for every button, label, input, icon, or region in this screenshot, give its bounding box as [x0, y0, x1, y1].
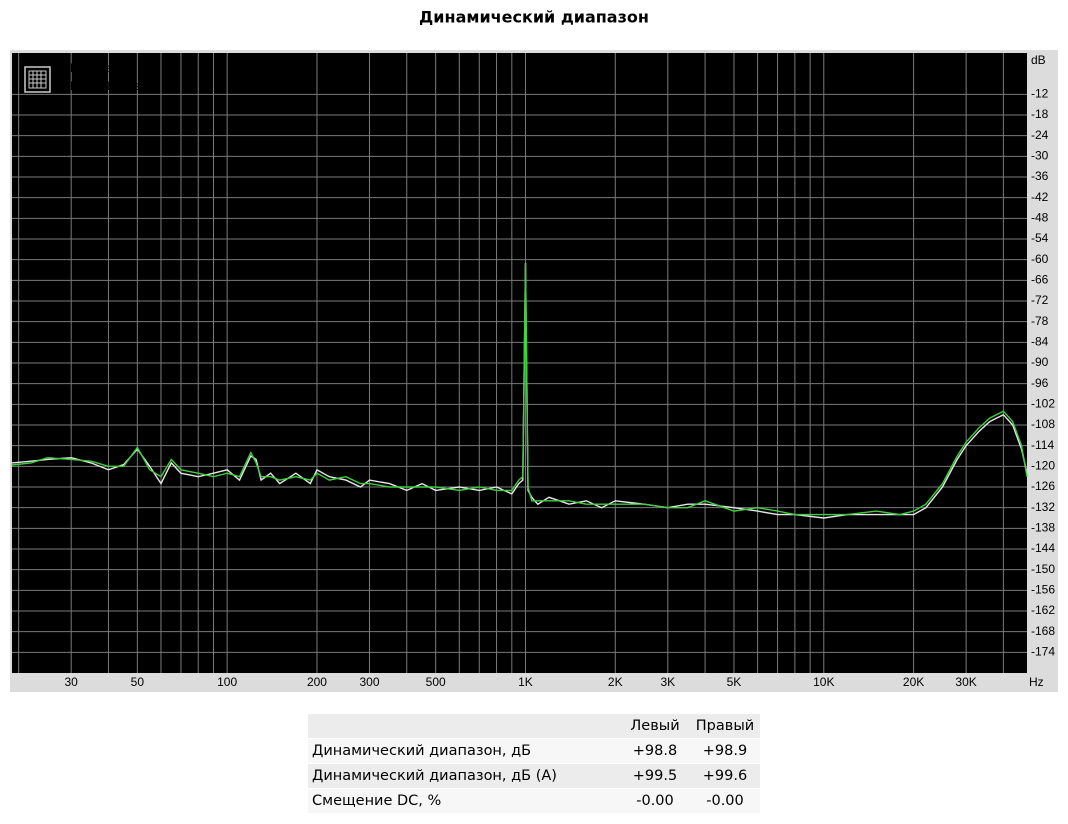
y-tick-label: -48: [1031, 211, 1049, 225]
cell: -0.00: [690, 788, 760, 814]
x-tick-label: 200: [307, 675, 327, 689]
legend-icon: [24, 66, 51, 93]
legend-label: Left channel: [70, 61, 135, 75]
y-tick-label: -102: [1031, 397, 1055, 411]
chart-title: Динамический диапазон: [419, 8, 649, 27]
y-tick-label: -90: [1031, 355, 1049, 369]
series-line: [11, 263, 1028, 516]
cell: -0.00: [620, 788, 690, 814]
row-label: Динамический диапазон, дБ: [308, 738, 620, 764]
x-tick-label: 300: [359, 675, 379, 689]
cell: +98.8: [620, 738, 690, 764]
y-tick-label: -12: [1031, 87, 1049, 101]
x-tick-label: 20K: [903, 675, 924, 689]
column-header: Левый: [620, 714, 690, 739]
row-label: Динамический диапазон, дБ (A): [308, 763, 620, 789]
y-tick-label: -42: [1031, 190, 1049, 204]
x-tick-label: 10K: [813, 675, 834, 689]
y-tick-label: -60: [1031, 252, 1049, 266]
y-tick-label: -120: [1031, 459, 1055, 473]
y-tick-label: -78: [1031, 314, 1049, 328]
cell: +99.5: [620, 763, 690, 789]
x-tick-label: 1K: [518, 675, 533, 689]
y-tick-label: -66: [1031, 273, 1049, 287]
y-tick-label: -36: [1031, 169, 1049, 183]
y-tick-label: -138: [1031, 521, 1055, 535]
y-tick-label: -114: [1031, 438, 1054, 452]
y-tick-label: -30: [1031, 149, 1049, 163]
x-axis-label: Hz: [1029, 675, 1044, 689]
grid: [12, 53, 1027, 673]
y-tick-label: -84: [1031, 335, 1049, 349]
lines: [11, 263, 1028, 519]
column-header: Правый: [690, 714, 760, 739]
y-tick-label: -156: [1031, 583, 1055, 597]
x-tick-label: 2K: [608, 675, 623, 689]
chart: Динамический диапазон dB Hz -12 -18 -24 -30…: [10, 8, 1058, 692]
y-tick-label: -72: [1031, 293, 1049, 307]
header-blank: [308, 714, 620, 739]
x-tick-label: 3K: [660, 675, 675, 689]
cell: +99.6: [690, 763, 760, 789]
y-tick-label: -144: [1031, 541, 1055, 555]
legend-label: Right channel: [70, 79, 143, 93]
x-tick-label: 500: [426, 675, 446, 689]
y-tick-label: -18: [1031, 107, 1049, 121]
y-tick-label: -54: [1031, 231, 1049, 245]
row-label: Смещение DC, %: [308, 788, 620, 814]
y-axis-label: dB: [1031, 53, 1046, 67]
y-tick-label: -126: [1031, 479, 1055, 493]
y-tick-label: -150: [1031, 562, 1055, 576]
y-tick-label: -162: [1031, 603, 1055, 617]
x-tick-label: 5K: [727, 675, 742, 689]
x-tick-label: 50: [131, 675, 145, 689]
y-tick-label: -168: [1031, 624, 1055, 638]
y-tick-label: -132: [1031, 500, 1055, 514]
x-tick-label: 100: [217, 675, 237, 689]
cell: +98.9: [690, 738, 760, 764]
y-tick-label: -174: [1031, 645, 1055, 659]
x-tick-label: 30K: [955, 675, 976, 689]
x-tick-label: 30: [64, 675, 78, 689]
y-tick-label: -24: [1031, 128, 1049, 142]
y-tick-label: -108: [1031, 417, 1055, 431]
stats-table: Левый Правый Динамический диапазон, дБ +98…: [308, 714, 760, 814]
y-tick-label: -96: [1031, 376, 1049, 390]
